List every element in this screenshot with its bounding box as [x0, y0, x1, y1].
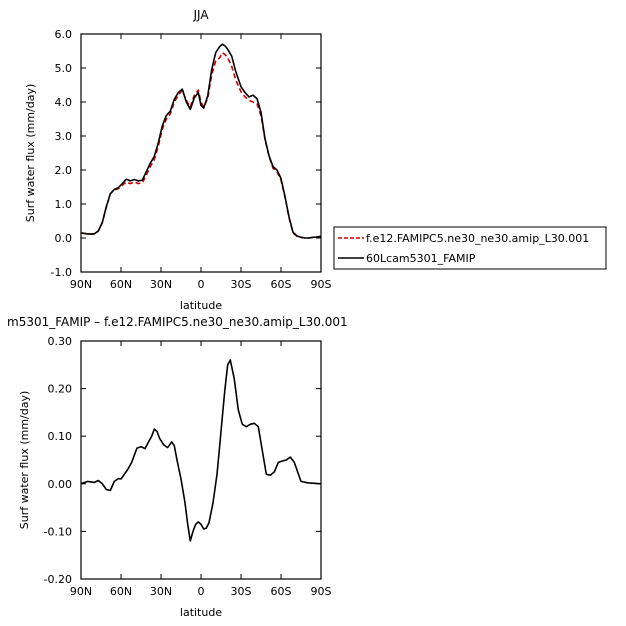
bottom-panel: m5301_FAMIP – f.e12.FAMIPC5.ne30_ne30.am… [7, 315, 348, 619]
legend: f.e12.FAMIPC5.ne30_ne30.amip_L30.001 60L… [333, 226, 607, 270]
x-tick-label: 30N [150, 278, 172, 291]
x-tick-label: 30S [231, 278, 252, 291]
top-data-layer [80, 43, 322, 239]
y-tick-label: 1.0 [55, 198, 73, 211]
x-tick-label: 90S [311, 278, 332, 291]
x-tick-label: 90S [311, 585, 332, 598]
x-tick-label: 0 [198, 585, 205, 598]
y-tick-label: 0.30 [48, 335, 73, 348]
top-x-axis-label: latitude [180, 299, 222, 312]
y-tick-label: -0.20 [44, 573, 72, 586]
y-tick-label: 5.0 [55, 62, 73, 75]
x-tick-label: 60N [110, 585, 132, 598]
series-line-2 [80, 43, 322, 239]
bottom-y-axis-label: Surf water flux (mm/day) [18, 391, 31, 530]
x-tick-label: 90N [70, 585, 92, 598]
y-tick-label: 3.0 [55, 130, 73, 143]
bottom-data-layer [80, 359, 322, 542]
x-tick-label: 0 [198, 278, 205, 291]
bottom-axes: 90N 60N 30N 0 30S 60S 90S -0.20 -0.10 0.00 0.10 0.2… [44, 335, 332, 598]
y-tick-label: 6.0 [55, 28, 73, 41]
x-tick-label: 30N [150, 585, 172, 598]
legend-box [333, 226, 607, 270]
x-tick-label: 60N [110, 278, 132, 291]
top-axes: 90N 60N 30N 0 30S 60S 90S -1.0 0.0 1.0 2.0 3.0 4.0 5.… [51, 28, 332, 291]
series-line-1 [80, 51, 322, 239]
x-tick-label: 60S [271, 278, 292, 291]
top-plot-frame [80, 33, 322, 273]
y-tick-label: 0.0 [55, 232, 73, 245]
legend-label-series-1: f.e12.FAMIPC5.ne30_ne30.amip_L30.001 [366, 232, 589, 245]
y-tick-label: -0.10 [44, 525, 72, 538]
y-tick-label: -1.0 [51, 266, 72, 279]
bottom-x-axis-label: latitude [180, 606, 222, 619]
y-tick-label: 0.00 [48, 478, 73, 491]
y-tick-label: 4.0 [55, 96, 73, 109]
bottom-chart-title: m5301_FAMIP – f.e12.FAMIPC5.ne30_ne30.am… [7, 315, 348, 329]
y-tick-label: 2.0 [55, 164, 73, 177]
top-panel: JJA 90N 60N 30N 0 30S 60S 90S -1.0 0.0 1.0 2.0 3.0 4… [24, 8, 332, 312]
x-tick-label: 60S [271, 585, 292, 598]
y-tick-label: 0.20 [48, 383, 73, 396]
series-line-1 [80, 359, 322, 542]
legend-label-series-2: 60Lcam5301_FAMIP [366, 252, 476, 265]
x-tick-label: 90N [70, 278, 92, 291]
top-y-axis-label: Surf water flux (mm/day) [24, 84, 37, 223]
x-tick-label: 30S [231, 585, 252, 598]
y-tick-label: 0.10 [48, 430, 73, 443]
top-chart-title: JJA [192, 8, 209, 22]
